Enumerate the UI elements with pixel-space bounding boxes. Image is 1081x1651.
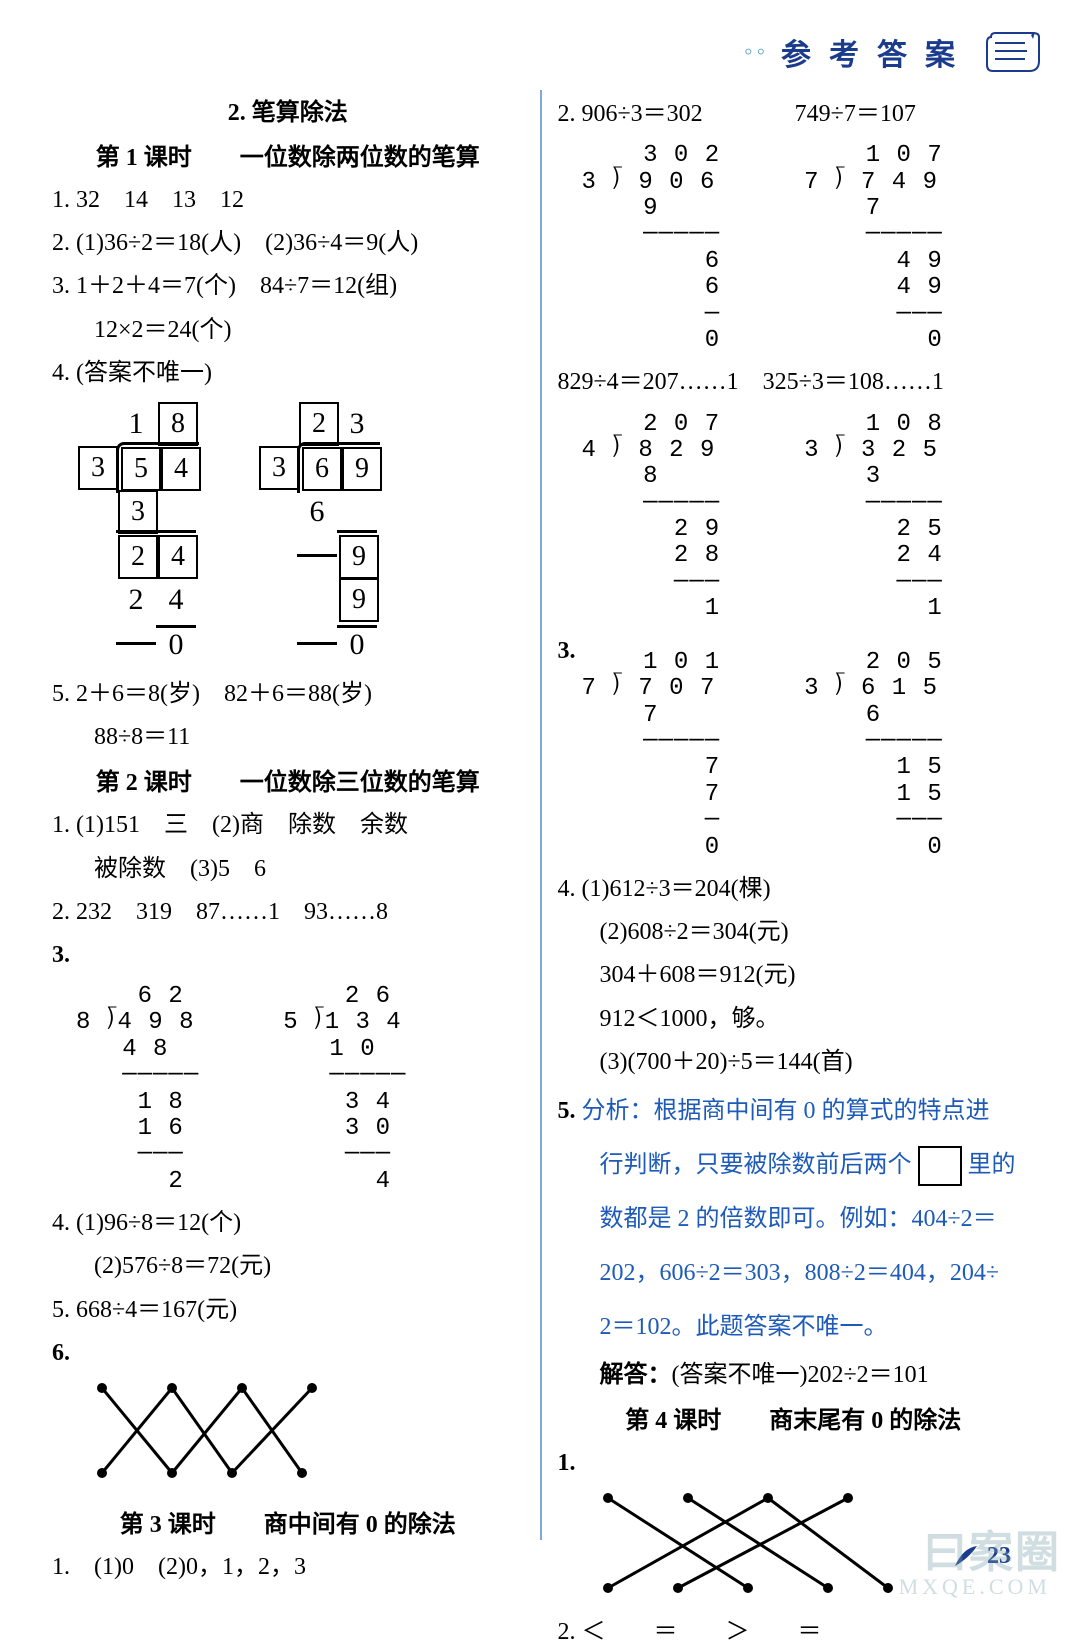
boxed-longdiv-2: 23 369 6 9 9 0 bbox=[257, 402, 380, 666]
analysis-label: 分析： bbox=[582, 1098, 654, 1124]
l2-q2: 2. 232 319 87……1 93……8 bbox=[52, 894, 524, 931]
blank-box-icon bbox=[918, 1146, 962, 1186]
lesson-1-title: 第 1 课时 一位数除两位数的笔算 bbox=[52, 137, 524, 172]
r-q2c: 829÷4＝207……1 325÷3＝108……1 bbox=[558, 364, 1030, 401]
r-q4e: (3)(700＋20)÷5＝144(首) bbox=[558, 1044, 1030, 1081]
left-column: 2. 笔算除法 第 1 课时 一位数除两位数的笔算 1. 32 14 13 12… bbox=[40, 90, 536, 1540]
r-divpair-1: 3 0 2 3 ⟌ 9 0 6 9 ───── 6 6 ─ 0 1 0 7 7 … bbox=[558, 139, 1030, 358]
l2-q4a: 4. (1)96÷8＝12(个) bbox=[52, 1205, 524, 1242]
l1-q4: 4. (答案不唯一) bbox=[52, 355, 524, 392]
longdiv-134: 2 6 5 ⟌1 3 4 1 0 ───── 3 4 3 0 ─── 4 bbox=[283, 984, 406, 1195]
l1-q1: 1. 32 14 13 12 bbox=[52, 182, 524, 219]
l2-q3-divpair: 6 2 8 ⟌4 9 8 4 8 ───── 1 8 1 6 ─── 2 2 6… bbox=[52, 980, 524, 1199]
l2-q4b: (2)576÷8＝72(元) bbox=[52, 1248, 524, 1285]
l2-q1a: 1. (1)151 三 (2)商 除数 余数 bbox=[52, 807, 524, 844]
r-q4b: (2)608÷2＝304(元) bbox=[558, 914, 1030, 951]
scroll-icon bbox=[985, 31, 1041, 73]
r-q4d: 912＜1000，够。 bbox=[558, 1001, 1030, 1038]
r5-t4: 202，606÷2＝303，808÷2＝404，204÷ bbox=[558, 1249, 1030, 1297]
l4-q2: 2. ＜ ＝ ＞ ＝ bbox=[558, 1614, 1030, 1651]
right-column: 2. 906÷3＝302 749÷7＝107 3 0 2 3 ⟌ 9 0 6 9… bbox=[546, 90, 1042, 1540]
matching-diagram-1 bbox=[82, 1378, 342, 1498]
r-divpair-3: 1 0 1 7 ⟌ 7 0 7 7 ───── 7 7 ─ 0 2 0 5 3 … bbox=[558, 646, 1030, 865]
watermark-1: 曰案圈 bbox=[923, 1516, 1061, 1580]
l1-q5a: 5. 2＋6＝8(岁) 82＋6＝88(岁) bbox=[52, 676, 524, 713]
longdiv-906: 3 0 2 3 ⟌ 9 0 6 9 ───── 6 6 ─ 0 bbox=[582, 143, 721, 354]
r5-t5: 2＝102。此题答案不唯一。 bbox=[558, 1303, 1030, 1351]
column-divider bbox=[540, 90, 542, 1540]
longdiv-615: 2 0 5 3 ⟌ 6 1 5 6 ───── 1 5 1 5 ─── 0 bbox=[804, 650, 943, 861]
watermark-2: MXQE.COM bbox=[899, 1574, 1051, 1600]
header-dots: ◦◦ bbox=[744, 39, 769, 66]
r5-t2: 行判断，只要被除数前后两个 里的 bbox=[558, 1141, 1030, 1189]
l1-q3b: 12×2＝24(个) bbox=[52, 312, 524, 349]
l2-q5: 5. 668÷4＝167(元) bbox=[52, 1292, 524, 1329]
longdiv-749: 1 0 7 7 ⟌ 7 4 9 7 ───── 4 9 4 9 ─── 0 bbox=[804, 143, 943, 354]
l1-q3a: 3. 1＋2＋4＝7(个) 84÷7＝12(组) bbox=[52, 268, 524, 305]
r5-t1: 根据商中间有 0 的算式的特点进 bbox=[654, 1098, 990, 1124]
r5-t3: 数都是 2 的倍数即可。例如：404÷2＝ bbox=[558, 1195, 1030, 1243]
r-q5-label: 5. bbox=[558, 1098, 582, 1124]
r-divpair-2: 2 0 7 4 ⟌ 8 2 9 8 ───── 2 9 2 8 ─── 1 1 … bbox=[558, 408, 1030, 627]
header: ◦◦ 参考答案 bbox=[744, 30, 1041, 74]
r5-answer-text: (答案不唯一)202÷2＝101 bbox=[672, 1362, 929, 1388]
boxed-longdiv-pair: 18 354 3 24 24 0 23 369 6 9 9 0 bbox=[62, 398, 524, 670]
r-q4c: 304＋608＝912(元) bbox=[558, 957, 1030, 994]
l2-q3-label: 3. bbox=[52, 937, 88, 974]
section-2-title: 2. 笔算除法 bbox=[52, 92, 524, 127]
matching-diagram-2 bbox=[588, 1488, 908, 1608]
answer-label: 解答： bbox=[600, 1362, 672, 1388]
boxed-longdiv-1: 18 354 3 24 24 0 bbox=[76, 402, 199, 666]
r-q5: 5. 分析：根据商中间有 0 的算式的特点进 bbox=[558, 1087, 1030, 1135]
l2-q6: 6. bbox=[52, 1335, 524, 1372]
longdiv-829: 2 0 7 4 ⟌ 8 2 9 8 ───── 2 9 2 8 ─── 1 bbox=[582, 412, 721, 623]
r-q2a: 2. 906÷3＝302 bbox=[558, 101, 703, 127]
r-q2: 2. 906÷3＝302 749÷7＝107 bbox=[558, 96, 1030, 133]
r-q4a: 4. (1)612÷3＝204(棵) bbox=[558, 871, 1030, 908]
longdiv-498: 6 2 8 ⟌4 9 8 4 8 ───── 1 8 1 6 ─── 2 bbox=[76, 984, 199, 1195]
longdiv-325: 1 0 8 3 ⟌ 3 2 5 3 ───── 2 5 2 4 ─── 1 bbox=[804, 412, 943, 623]
lesson-4-title: 第 4 课时 商末尾有 0 的除法 bbox=[558, 1400, 1030, 1435]
l2-q6-label: 6. bbox=[52, 1335, 88, 1372]
l4-q1-label: 1. bbox=[558, 1445, 594, 1482]
l2-q1b: 被除数 (3)5 6 bbox=[52, 851, 524, 888]
l4-q1: 1. bbox=[558, 1445, 1030, 1482]
l1-q5b: 88÷8＝11 bbox=[52, 719, 524, 756]
l2-q3: 3. bbox=[52, 937, 524, 974]
content-columns: 2. 笔算除法 第 1 课时 一位数除两位数的笔算 1. 32 14 13 12… bbox=[40, 90, 1041, 1540]
r-q2b: 749÷7＝107 bbox=[795, 101, 916, 127]
longdiv-707: 1 0 1 7 ⟌ 7 0 7 7 ───── 7 7 ─ 0 bbox=[582, 650, 721, 861]
r5-answer: 解答：(答案不唯一)202÷2＝101 bbox=[558, 1357, 1030, 1394]
lesson-3-title: 第 3 课时 商中间有 0 的除法 bbox=[52, 1504, 524, 1539]
header-title: 参考答案 bbox=[781, 30, 973, 74]
l1-q2: 2. (1)36÷2＝18(人) (2)36÷4＝9(人) bbox=[52, 225, 524, 262]
l3-q1: 1. (1)0 (2)0，1，2，3 bbox=[52, 1549, 524, 1586]
lesson-2-title: 第 2 课时 一位数除三位数的笔算 bbox=[52, 762, 524, 797]
